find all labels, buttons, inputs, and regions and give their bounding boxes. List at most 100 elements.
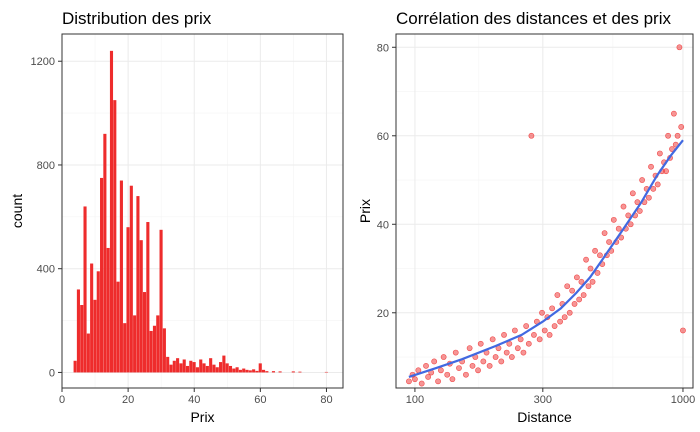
histogram-bar [222, 355, 226, 373]
scatter-point [508, 354, 515, 360]
scatter-x-tick-label: 1000 [671, 394, 695, 406]
histogram-bar [169, 364, 173, 373]
scatter-point [648, 163, 654, 170]
scatter-point [528, 132, 535, 139]
histogram-bar [129, 185, 133, 373]
scatter-point [678, 124, 685, 130]
scatter-point [557, 318, 563, 325]
histogram-bar [199, 359, 203, 373]
scatter-point [456, 365, 462, 371]
histogram-y-tick-label: 400 [37, 264, 55, 276]
histogram-bar [271, 371, 276, 373]
scatter-panel: 100 300 1000 20 40 60 80 Corrélation des dista… [357, 9, 695, 425]
scatter-point [469, 362, 476, 369]
histogram-bar [106, 247, 110, 373]
histogram-bar [298, 371, 302, 373]
histogram-bar [76, 289, 80, 373]
scatter-point [639, 177, 646, 183]
scatter-point [627, 221, 634, 228]
scatter-point [634, 199, 641, 206]
scatter-point [569, 287, 576, 294]
scatter-point [418, 380, 425, 387]
scatter-point [594, 270, 601, 276]
histogram-bar [123, 323, 127, 373]
scatter-point [615, 225, 622, 232]
scatter-y-axis-title: Prix [357, 199, 373, 223]
scatter-point [523, 323, 530, 329]
scatter-point [676, 44, 683, 51]
histogram-bar [109, 50, 114, 373]
histogram-bar [248, 370, 252, 373]
histogram-bar [100, 177, 104, 373]
scatter-point [578, 278, 585, 285]
scatter-point [541, 327, 548, 334]
scatter-point [498, 358, 505, 365]
histogram-bar [252, 369, 256, 373]
histogram-bar [86, 333, 90, 373]
histogram-bar [90, 263, 94, 373]
histogram-bar [228, 365, 233, 373]
scatter-point [517, 336, 524, 343]
scatter-axes: 100 300 1000 20 40 60 80 [377, 42, 695, 406]
histogram-x-tick-label: 80 [320, 394, 332, 406]
histogram-bar [212, 364, 216, 373]
scatter-point [620, 203, 627, 210]
histogram-bar [166, 356, 170, 373]
scatter-point [486, 362, 493, 369]
scatter-x-tick-label: 100 [406, 394, 424, 406]
scatter-point [564, 283, 571, 290]
histogram-bar [119, 180, 123, 373]
scatter-point [645, 194, 652, 201]
histogram-bar [185, 365, 190, 373]
histogram-x-tick-label: 60 [254, 394, 266, 406]
scatter-point [580, 292, 587, 298]
histogram-bar [209, 358, 213, 373]
scatter-point [592, 247, 598, 254]
histogram-bar [176, 358, 180, 373]
scatter-point [546, 331, 553, 338]
histogram-bars [73, 50, 328, 373]
scatter-y-tick-label: 80 [377, 42, 389, 54]
scatter-point [477, 340, 484, 347]
histogram-bar [159, 229, 163, 373]
histogram-bar [262, 369, 266, 373]
scatter-point [650, 185, 657, 192]
scatter-x-tick-label: 300 [534, 394, 552, 406]
scatter-point [435, 378, 441, 385]
histogram-bar [291, 371, 295, 373]
scatter-point [525, 340, 532, 347]
scatter-point [437, 367, 444, 374]
scatter-title: Corrélation des distances et des prix [396, 9, 671, 28]
histogram-bar [192, 362, 196, 373]
histogram-bar [265, 371, 269, 373]
histogram-bar [189, 360, 193, 373]
histogram-bar [255, 370, 259, 373]
scatter-point [423, 362, 429, 369]
histogram-x-tick-label: 20 [122, 394, 134, 406]
histogram-bar [258, 363, 262, 373]
histogram-bar [126, 227, 130, 373]
scatter-point [571, 301, 578, 307]
scatter-point [412, 376, 418, 383]
histogram-bar [96, 271, 100, 373]
scatter-point [587, 265, 594, 272]
histogram-bar [83, 206, 87, 373]
histogram-bar [235, 367, 239, 373]
scatter-point [663, 168, 669, 175]
histogram-bar [116, 281, 120, 373]
histogram-y-axis-title: count [9, 194, 25, 228]
scatter-point [554, 292, 561, 298]
histogram-bar [202, 363, 206, 373]
histogram-x-tick-label: 0 [59, 394, 65, 406]
scatter-point [680, 327, 686, 334]
histogram-bar [172, 360, 176, 373]
scatter-point [489, 336, 496, 343]
histogram-bar [182, 359, 186, 373]
scatter-point [480, 358, 487, 365]
scatter-x-axis-title: Distance [517, 409, 572, 425]
histogram-panel-border [61, 33, 344, 389]
scatter-point [444, 371, 451, 378]
